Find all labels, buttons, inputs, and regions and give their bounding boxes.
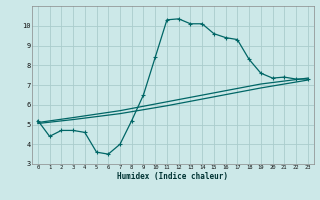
X-axis label: Humidex (Indice chaleur): Humidex (Indice chaleur)	[117, 172, 228, 181]
